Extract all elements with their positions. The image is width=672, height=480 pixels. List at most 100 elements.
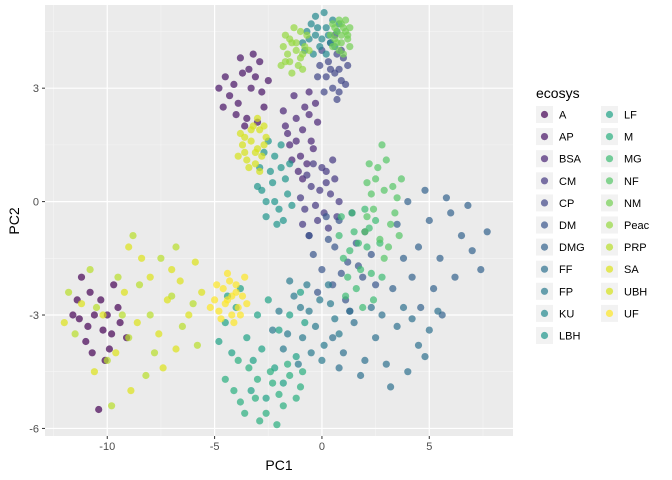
legend-label: LF bbox=[624, 110, 637, 122]
scatter-point bbox=[296, 27, 305, 36]
scatter-point bbox=[172, 345, 180, 353]
scatter-point bbox=[253, 114, 262, 122]
x-tick-label: 0 bbox=[319, 441, 325, 453]
scatter-point bbox=[284, 190, 292, 198]
series-KU bbox=[299, 9, 343, 58]
series-UF bbox=[206, 269, 251, 327]
scatter-point bbox=[372, 281, 380, 289]
scatter-point bbox=[421, 186, 429, 194]
scatter-point bbox=[380, 186, 388, 194]
legend-key-point bbox=[540, 309, 549, 317]
scatter-point bbox=[464, 201, 472, 209]
scatter-point bbox=[77, 300, 86, 308]
scatter-point bbox=[331, 69, 339, 77]
scatter-point bbox=[339, 349, 347, 357]
scatter-point bbox=[393, 322, 401, 330]
scatter-point bbox=[322, 50, 330, 58]
scatter-point bbox=[290, 24, 298, 32]
legend-item-CP: CP bbox=[536, 194, 574, 212]
scatter-point bbox=[320, 9, 328, 17]
scatter-point bbox=[296, 288, 305, 296]
scatter-point bbox=[230, 387, 238, 395]
scatter-point bbox=[333, 95, 341, 104]
scatter-point bbox=[279, 216, 287, 225]
scatter-point bbox=[417, 303, 425, 312]
legend-label: KU bbox=[559, 308, 574, 320]
scatter-point bbox=[314, 73, 322, 81]
scatter-point bbox=[311, 99, 320, 107]
legend-key-point bbox=[540, 265, 549, 273]
scatter-point bbox=[322, 73, 330, 81]
legend-item-NF: NF bbox=[601, 172, 639, 190]
scatter-point bbox=[318, 35, 326, 43]
scatter-point bbox=[354, 239, 362, 247]
scatter-point bbox=[82, 337, 90, 346]
series-MG bbox=[335, 205, 386, 312]
scatter-point bbox=[307, 182, 315, 191]
scatter-point bbox=[303, 160, 311, 168]
scatter-point bbox=[292, 114, 300, 122]
scatter-point bbox=[243, 300, 251, 308]
scatter-point bbox=[69, 311, 77, 319]
scatter-point bbox=[322, 213, 330, 221]
legend-item-NM: NM bbox=[601, 194, 641, 212]
scatter-point bbox=[262, 198, 270, 206]
scatter-point bbox=[288, 69, 296, 77]
scatter-point bbox=[335, 232, 343, 240]
scatter-point bbox=[226, 277, 234, 285]
scatter-point bbox=[228, 292, 236, 300]
scatter-point bbox=[247, 137, 255, 145]
scatter-point bbox=[286, 160, 294, 168]
scatter-point bbox=[264, 77, 272, 85]
scatter-point bbox=[286, 141, 294, 149]
y-tick-label: 3 bbox=[33, 83, 39, 95]
scatter-point bbox=[346, 247, 354, 255]
scatter-point bbox=[339, 50, 347, 58]
scatter-point bbox=[243, 334, 251, 342]
x-axis: -10 -5 0 5 bbox=[99, 436, 432, 453]
scatter-point bbox=[299, 334, 307, 342]
scatter-point bbox=[393, 220, 401, 228]
scatter-point bbox=[243, 114, 251, 122]
scatter-point bbox=[258, 88, 266, 96]
series-SA bbox=[60, 243, 206, 395]
scatter-point bbox=[65, 288, 73, 296]
scatter-point bbox=[314, 288, 322, 296]
scatter-point bbox=[185, 311, 193, 319]
scatter-point bbox=[361, 228, 369, 236]
scatter-point bbox=[372, 334, 380, 342]
scatter-point bbox=[155, 330, 163, 338]
scatter-point bbox=[348, 209, 356, 217]
scatter-point bbox=[105, 345, 113, 353]
legend-item-Peac: Peac bbox=[601, 216, 650, 234]
scatter-point bbox=[90, 311, 98, 319]
scatter-point bbox=[309, 145, 317, 153]
legend-key-point bbox=[540, 287, 549, 295]
scatter-point bbox=[342, 292, 350, 300]
legend-key-point bbox=[605, 177, 614, 185]
scatter-point bbox=[118, 311, 126, 319]
scatter-point bbox=[241, 148, 249, 156]
scatter-point bbox=[299, 368, 307, 376]
legend-key-point bbox=[540, 133, 549, 141]
scatter-point bbox=[305, 111, 313, 119]
scatter-point bbox=[97, 296, 105, 304]
legend-label: LBH bbox=[559, 331, 580, 343]
series-Peac bbox=[277, 24, 313, 77]
scatter-point bbox=[369, 296, 378, 304]
scatter-point bbox=[344, 61, 352, 70]
scatter-point bbox=[215, 84, 223, 92]
series-PRP bbox=[65, 232, 201, 410]
scatter-point bbox=[146, 273, 154, 281]
scatter-point bbox=[305, 307, 313, 315]
y-tick-label: -6 bbox=[29, 423, 39, 435]
scatter-point bbox=[301, 205, 309, 213]
scatter-point bbox=[296, 303, 305, 312]
legend-label: CM bbox=[559, 176, 576, 188]
scatter-point bbox=[133, 319, 141, 327]
scatter-point bbox=[138, 254, 146, 262]
legend-label: A bbox=[559, 110, 567, 122]
scatter-point bbox=[279, 379, 287, 387]
scatter-point bbox=[352, 285, 360, 293]
scatter-point bbox=[277, 141, 285, 149]
